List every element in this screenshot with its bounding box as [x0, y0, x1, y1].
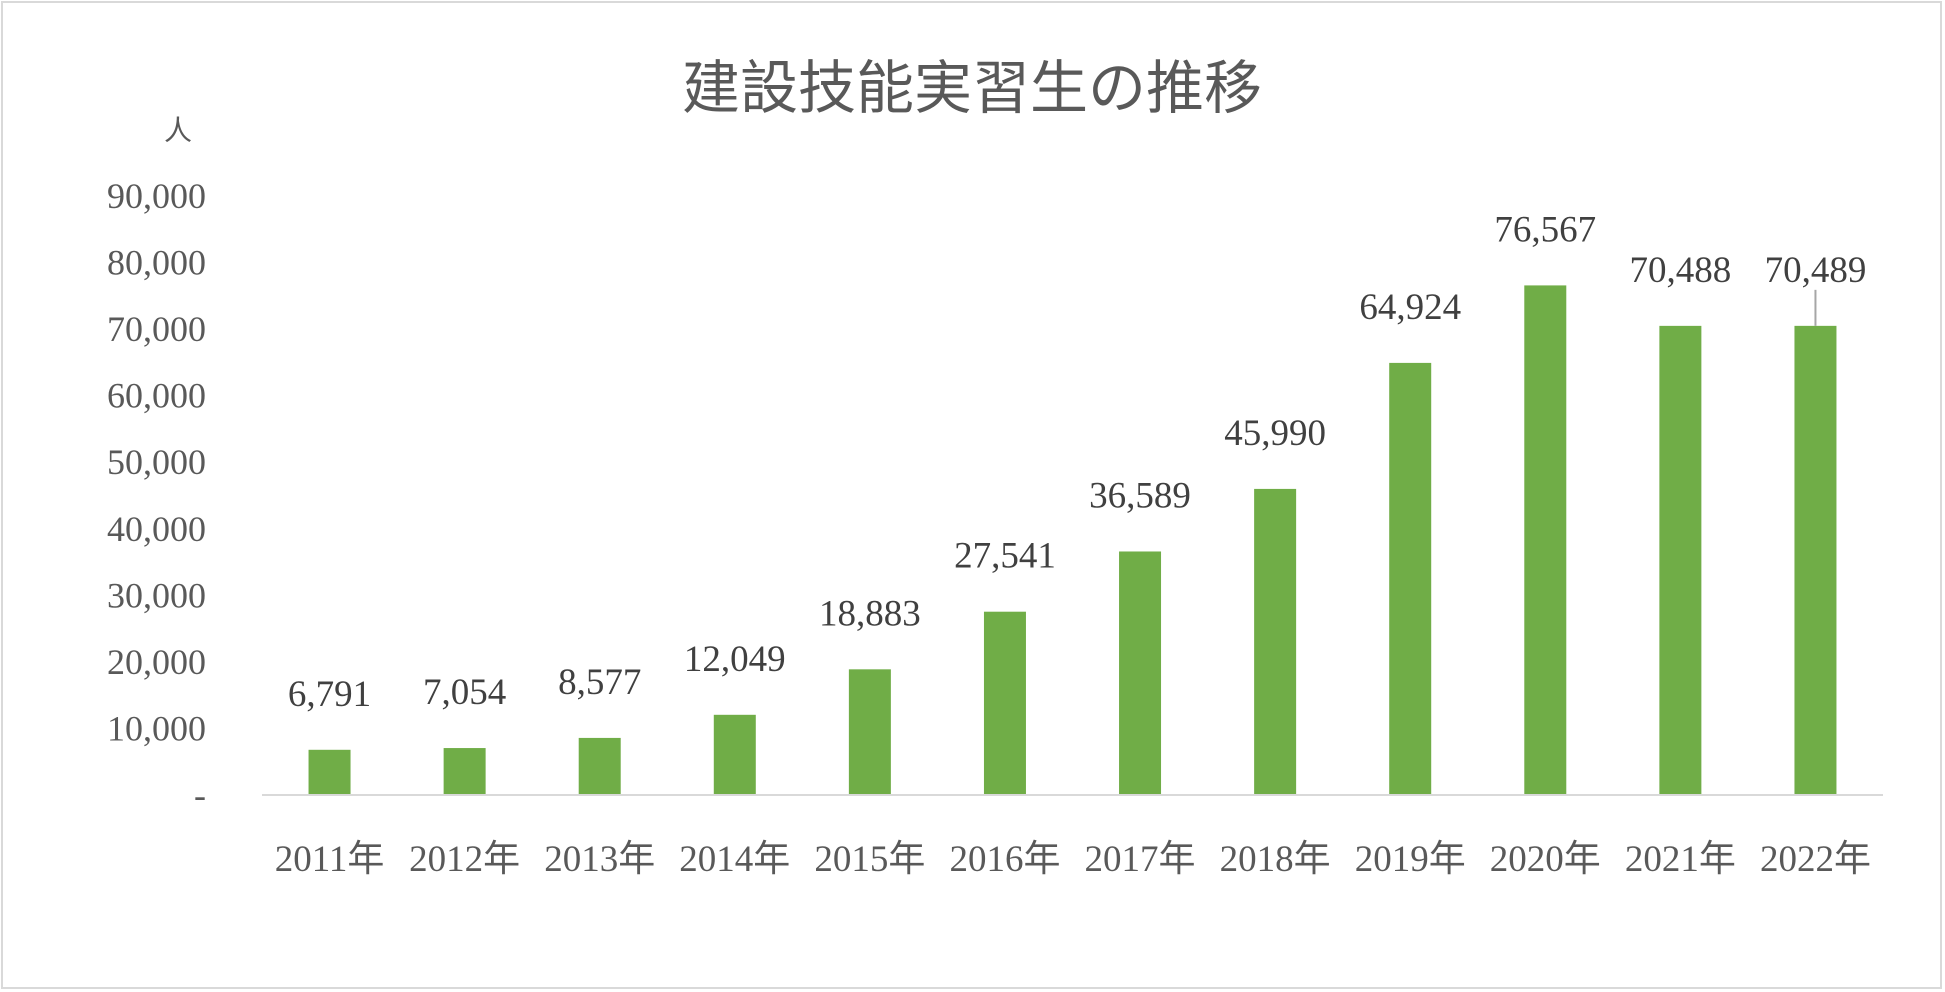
- bar: [1794, 325, 1837, 795]
- data-label: 36,589: [1089, 475, 1191, 516]
- y-tick-label: 50,000: [107, 442, 206, 482]
- bar: [1119, 551, 1162, 795]
- bar: [713, 714, 756, 795]
- y-tick-label: 30,000: [107, 575, 206, 615]
- bar: [848, 669, 891, 795]
- y-tick-label: -: [194, 775, 206, 815]
- x-tick-label: 2018年: [1220, 838, 1331, 880]
- bar: [983, 611, 1026, 795]
- data-label: 64,924: [1359, 287, 1461, 328]
- y-tick-label: 10,000: [107, 708, 206, 748]
- y-tick-label: 80,000: [107, 243, 206, 283]
- bar: [1524, 285, 1567, 795]
- bars-group: [308, 285, 1837, 795]
- data-label: 6,791: [288, 674, 371, 715]
- data-label: 45,990: [1224, 413, 1326, 454]
- data-label: 70,488: [1630, 250, 1732, 291]
- x-tick-label: 2011年: [275, 838, 385, 880]
- y-tick-label: 40,000: [107, 509, 206, 549]
- x-tick-label: 2015年: [814, 838, 925, 880]
- bar: [1659, 325, 1702, 795]
- data-label: 76,567: [1494, 209, 1596, 250]
- y-axis-ticks: - 10,000 20,000 30,000 40,000 50,000 60,000 70,…: [107, 176, 206, 815]
- x-tick-label: 2017年: [1085, 838, 1196, 880]
- bar: [1389, 362, 1432, 795]
- y-axis-unit-label: 人: [164, 114, 192, 147]
- chart-title: 建設技能実習生の推移: [682, 54, 1262, 122]
- data-labels-group: 6,791 7,054 8,577 12,049 18,883 27,541 36,589 4…: [288, 209, 1866, 714]
- x-tick-label: 2014年: [679, 838, 790, 880]
- x-tick-label: 2016年: [949, 838, 1060, 880]
- x-tick-label: 2012年: [409, 838, 520, 880]
- x-tick-label: 2019年: [1355, 838, 1466, 880]
- data-label: 7,054: [423, 672, 506, 713]
- x-tick-label: 2022年: [1760, 838, 1871, 880]
- y-tick-label: 60,000: [107, 376, 206, 416]
- data-label: 8,577: [558, 662, 641, 703]
- bar: [308, 749, 351, 795]
- data-label: 70,489: [1765, 250, 1867, 291]
- y-tick-label: 70,000: [107, 309, 206, 349]
- x-tick-label: 2013年: [544, 838, 655, 880]
- x-tick-label: 2021年: [1625, 838, 1736, 880]
- bar: [443, 748, 486, 795]
- y-tick-label: 90,000: [107, 176, 206, 216]
- data-label: 12,049: [684, 639, 786, 680]
- x-tick-label: 2020年: [1490, 838, 1601, 880]
- y-tick-label: 20,000: [107, 642, 206, 682]
- data-label: 18,883: [819, 593, 921, 634]
- bar: [578, 737, 621, 795]
- x-axis-ticks: 2011年 2012年 2013年 2014年 2015年 2016年 2017年 2018年…: [275, 838, 1871, 880]
- data-label: 27,541: [954, 536, 1056, 577]
- bar: [1254, 488, 1297, 795]
